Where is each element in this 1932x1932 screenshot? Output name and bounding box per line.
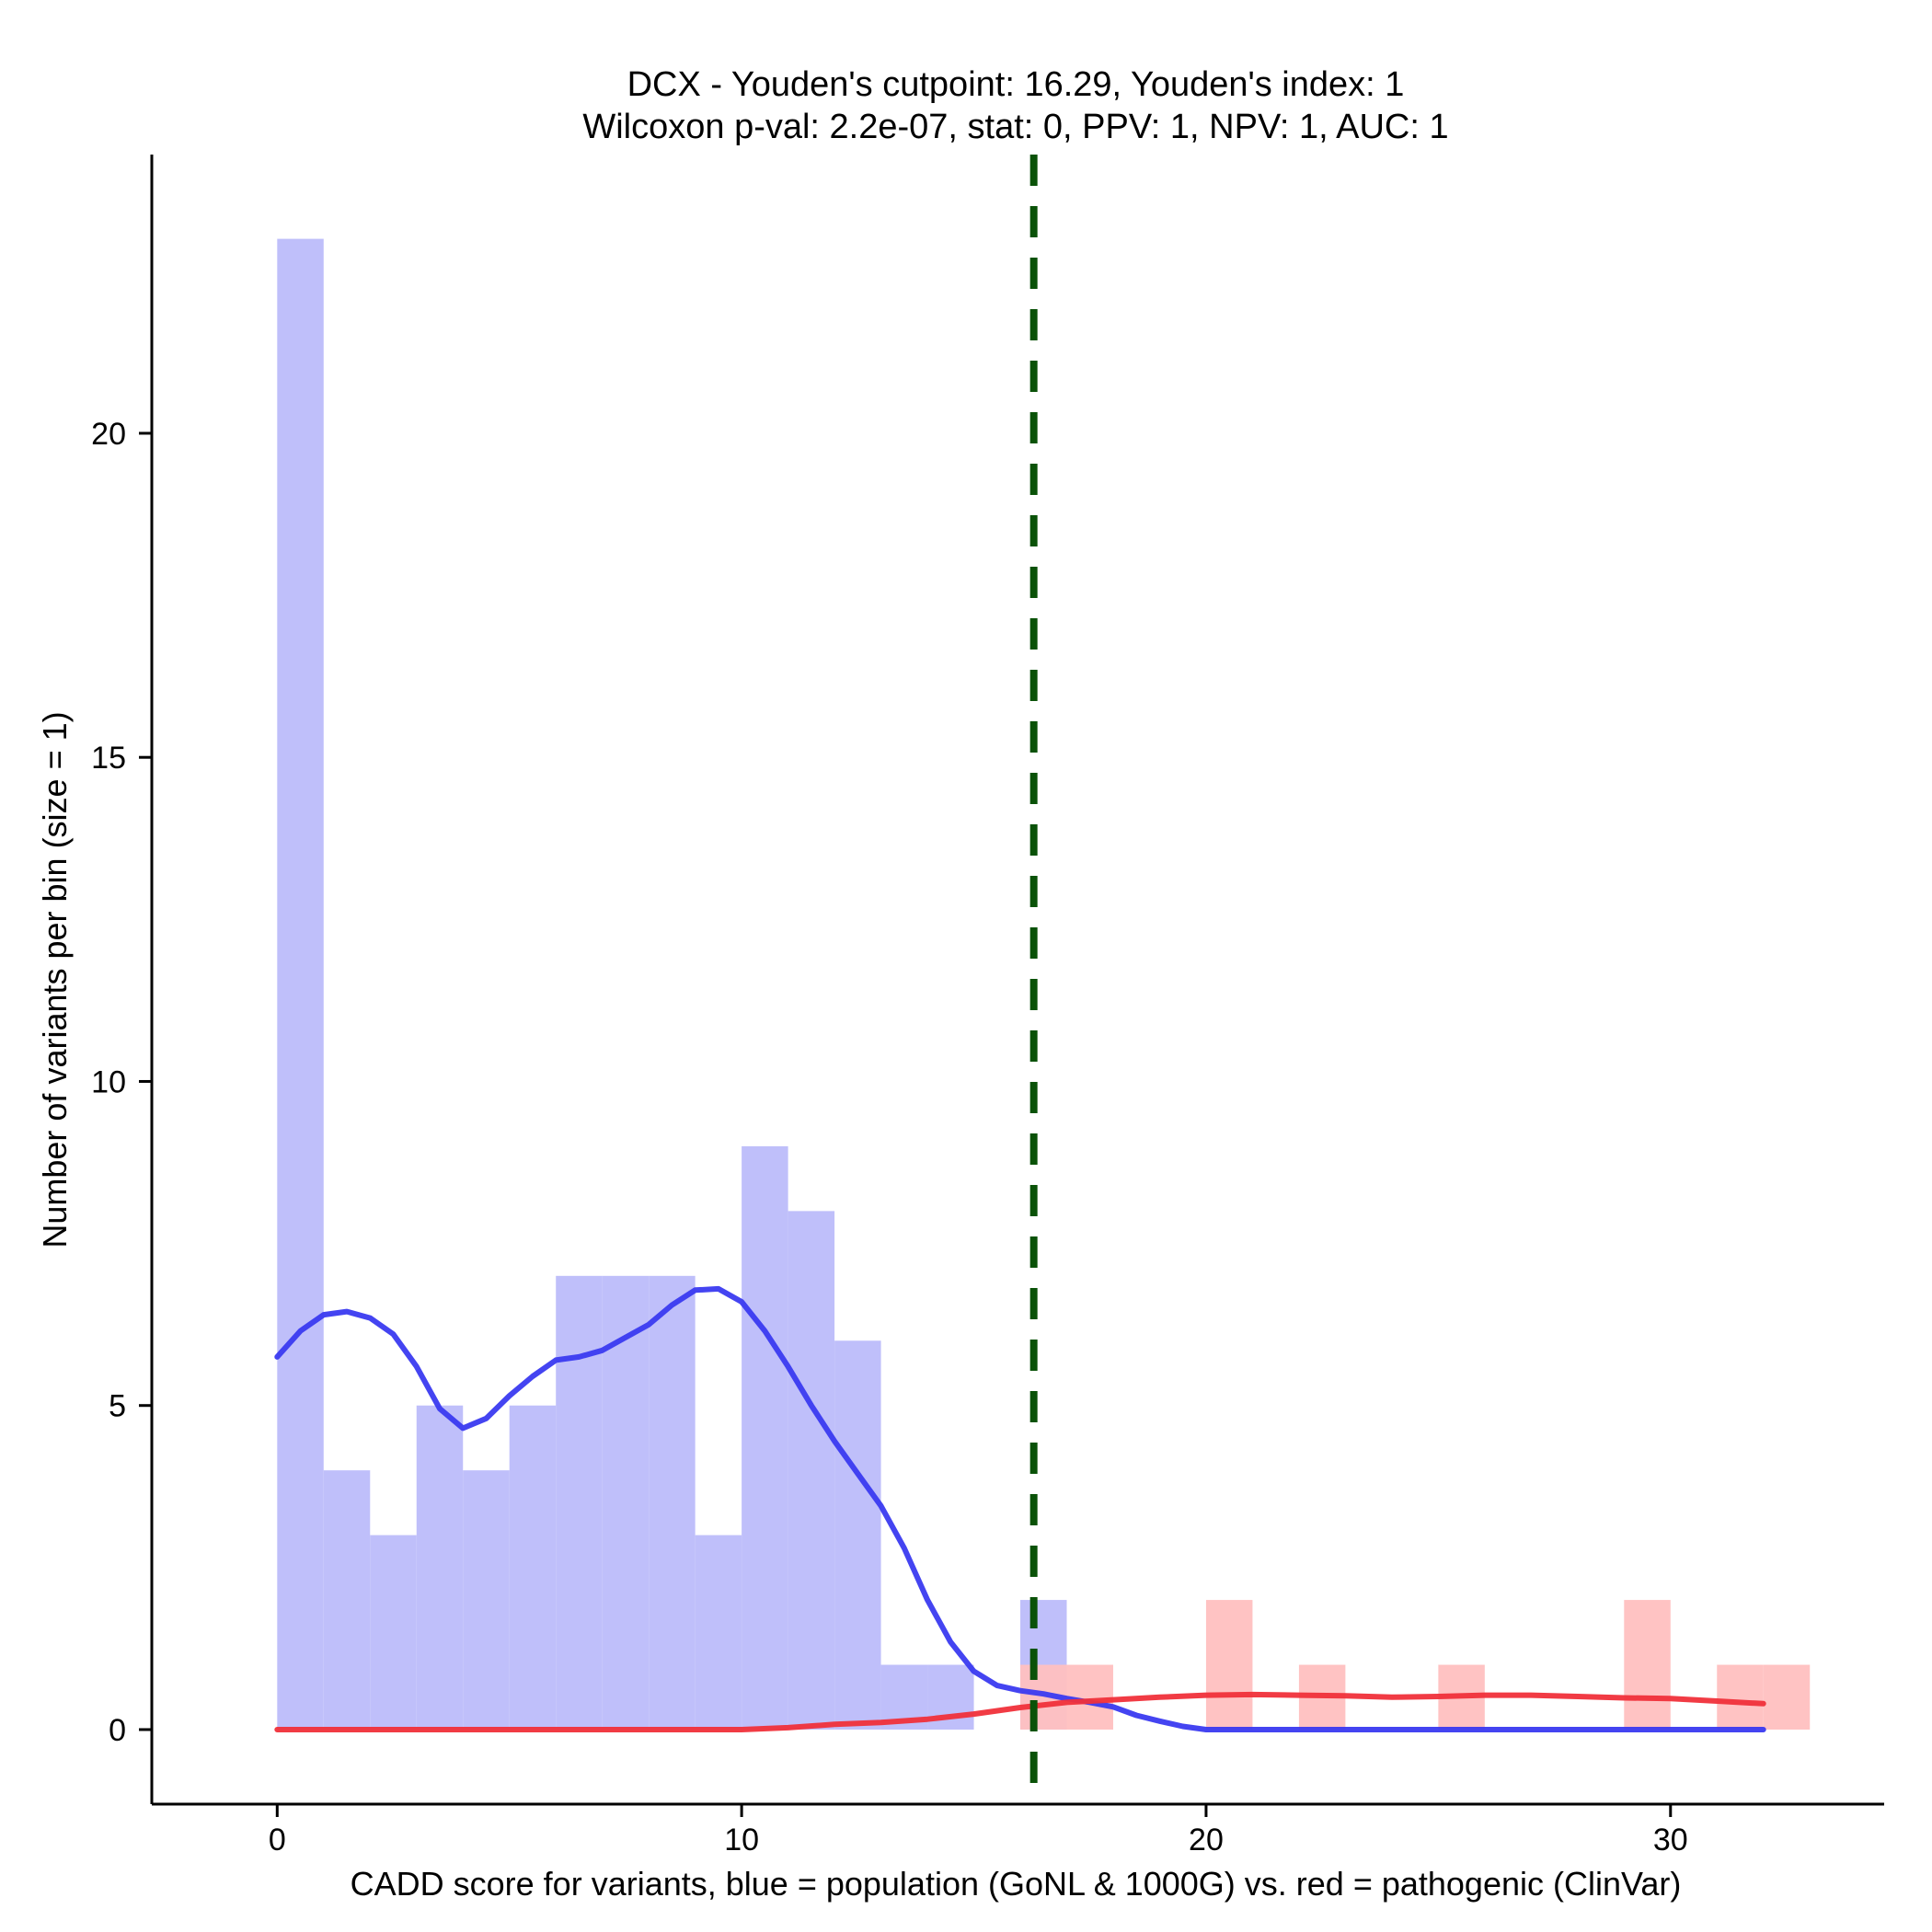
x-tick-label: 20 — [1189, 1823, 1224, 1857]
population-bar — [463, 1470, 510, 1730]
y-tick-label: 20 — [91, 417, 126, 452]
population-bar — [509, 1405, 557, 1730]
population-bar — [649, 1275, 696, 1730]
y-axis-title: Number of variants per bin (size = 1) — [36, 711, 74, 1248]
y-tick-label: 0 — [109, 1713, 126, 1748]
pathogenic-bar — [1717, 1664, 1764, 1730]
population-bar — [695, 1535, 742, 1730]
x-ticks: 0 10 20 30 — [269, 1804, 1688, 1857]
x-axis-title: CADD score for variants, blue = populati… — [351, 1865, 1682, 1903]
x-tick-label: 10 — [724, 1823, 759, 1857]
population-bar — [277, 238, 324, 1730]
axes — [150, 155, 1884, 1806]
y-tick-label: 15 — [91, 741, 126, 776]
pathogenic-bar — [1763, 1664, 1811, 1730]
chart-title-line-1: DCX - Youden's cutpoint: 16.29, Youden's… — [627, 65, 1405, 104]
x-tick-label: 30 — [1653, 1823, 1688, 1857]
population-bar — [834, 1340, 881, 1730]
density-curves — [274, 1285, 1766, 1732]
pathogenic-bar — [1205, 1600, 1253, 1730]
pathogenic-density-line — [274, 1691, 1766, 1732]
population-bar — [788, 1211, 835, 1730]
population-bar — [556, 1275, 603, 1730]
chart-title-line-2: Wilcoxon p-val: 2.2e-07, stat: 0, PPV: 1… — [582, 108, 1448, 146]
y-ticks: 0 5 10 15 20 — [91, 417, 152, 1748]
population-bar — [602, 1275, 650, 1730]
population-bar — [742, 1145, 788, 1730]
population-bar — [323, 1470, 371, 1730]
x-tick-label: 0 — [269, 1823, 286, 1857]
y-tick-label: 5 — [109, 1389, 126, 1424]
population-histogram — [277, 238, 1067, 1730]
population-bar — [416, 1405, 464, 1730]
population-bar — [370, 1535, 417, 1730]
pathogenic-histogram — [1020, 1600, 1811, 1730]
population-density-line — [274, 1285, 1766, 1732]
y-tick-label: 10 — [91, 1064, 126, 1099]
pathogenic-bar — [1624, 1600, 1671, 1730]
